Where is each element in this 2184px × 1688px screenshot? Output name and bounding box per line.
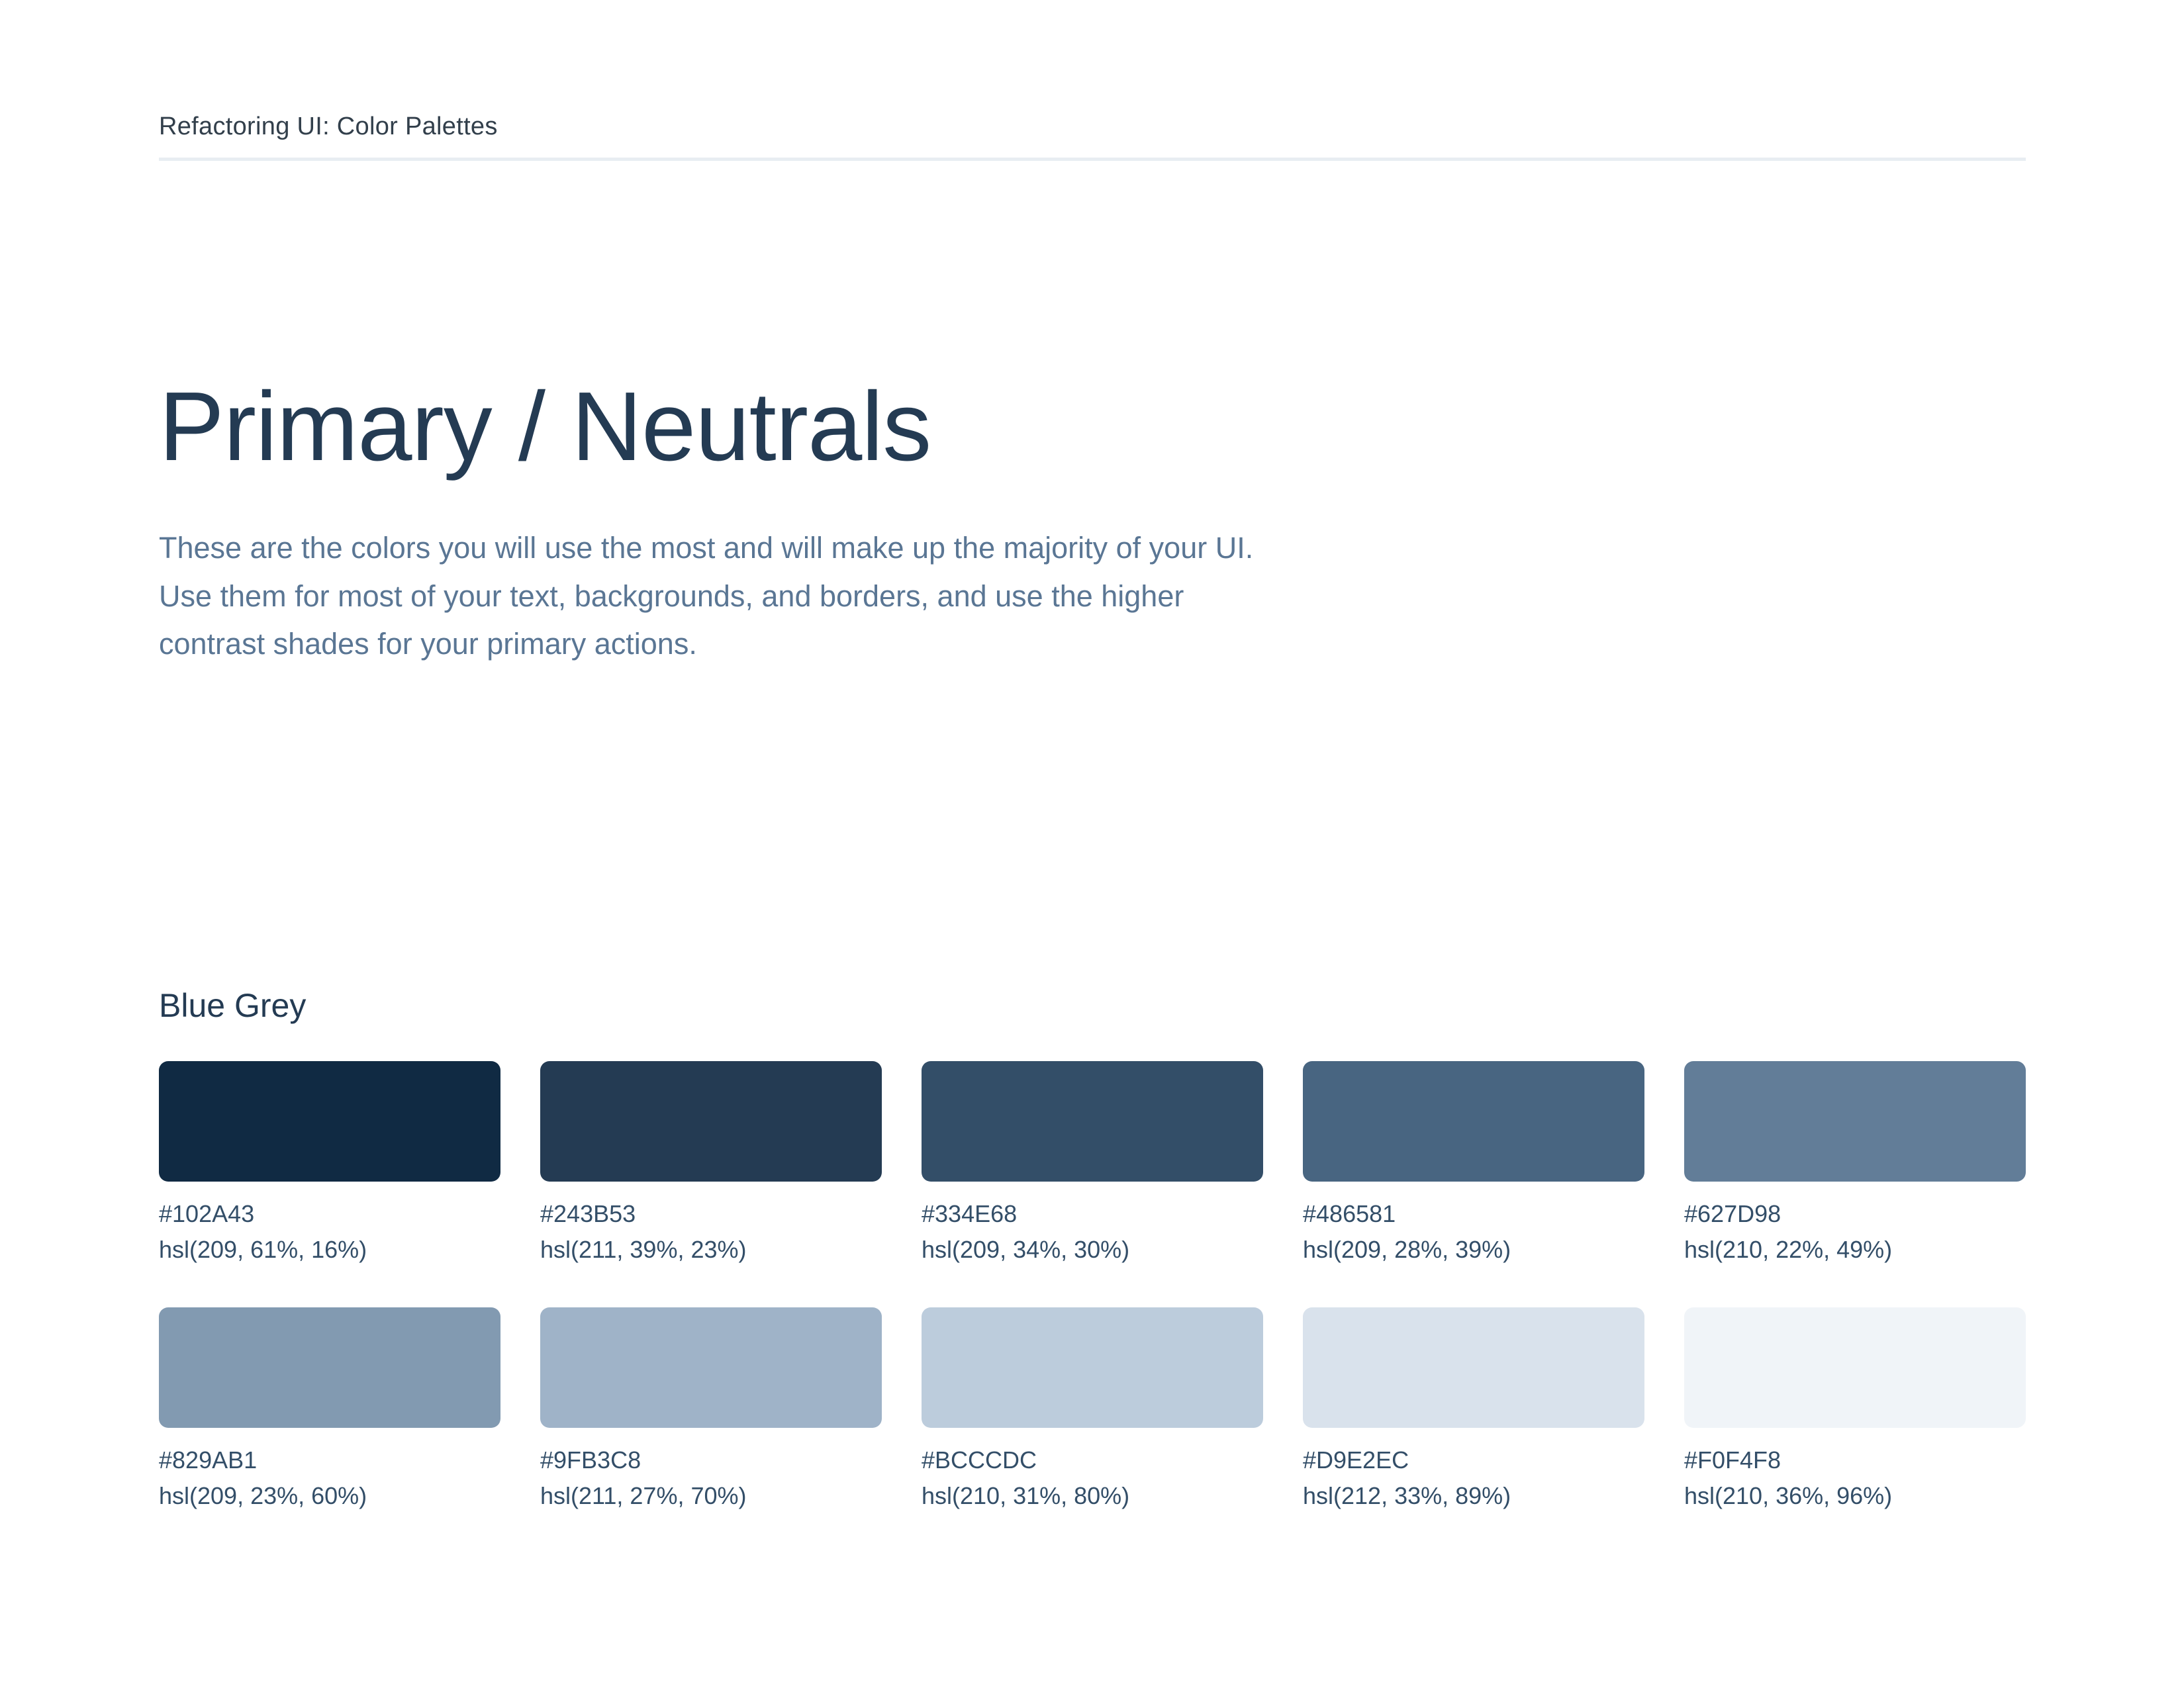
color-swatch [540, 1307, 882, 1428]
swatch-card: #486581 hsl(209, 28%, 39%) [1303, 1061, 1644, 1268]
swatch-hex-label: #486581 [1303, 1200, 1396, 1227]
swatch-card: #243B53 hsl(211, 39%, 23%) [540, 1061, 882, 1268]
swatch-hex-label: #334E68 [922, 1200, 1018, 1227]
swatch-hex-label: #627D98 [1684, 1200, 1781, 1227]
page-description: These are the colors you will use the mo… [159, 531, 1254, 661]
swatch-labels: #334E68 hsl(209, 34%, 30%) [922, 1196, 1263, 1268]
swatch-card: #102A43 hsl(209, 61%, 16%) [159, 1061, 500, 1268]
swatch-hsl-label: hsl(210, 22%, 49%) [1684, 1236, 1893, 1263]
swatch-grid: #102A43 hsl(209, 61%, 16%) #243B53 hsl(211,… [159, 1061, 2026, 1514]
swatch-labels: #9FB3C8 hsl(211, 27%, 70%) [540, 1442, 882, 1514]
swatch-card: #9FB3C8 hsl(211, 27%, 70%) [540, 1307, 882, 1514]
document-header: Refactoring UI: Color Palettes [159, 113, 498, 140]
swatch-hsl-label: hsl(209, 61%, 16%) [159, 1236, 367, 1263]
swatch-labels: #D9E2EC hsl(212, 33%, 89%) [1303, 1442, 1644, 1514]
swatch-labels: #627D98 hsl(210, 22%, 49%) [1684, 1196, 2026, 1268]
swatch-hsl-label: hsl(209, 28%, 39%) [1303, 1236, 1511, 1263]
color-swatch [1303, 1307, 1644, 1428]
swatch-labels: #F0F4F8 hsl(210, 36%, 96%) [1684, 1442, 2026, 1514]
swatch-hex-label: #243B53 [540, 1200, 636, 1227]
color-swatch [159, 1061, 500, 1182]
color-swatch [922, 1307, 1263, 1428]
palette-group-title: Blue Grey [159, 987, 307, 1024]
swatch-hsl-label: hsl(212, 33%, 89%) [1303, 1482, 1511, 1509]
swatch-hsl-label: hsl(211, 39%, 23%) [540, 1236, 747, 1263]
swatch-labels: #829AB1 hsl(209, 23%, 60%) [159, 1442, 500, 1514]
color-swatch [1303, 1061, 1644, 1182]
swatch-labels: #486581 hsl(209, 28%, 39%) [1303, 1196, 1644, 1268]
page-title: Primary / Neutrals [159, 372, 931, 481]
swatch-card: #BCCCDC hsl(210, 31%, 80%) [922, 1307, 1263, 1514]
swatch-labels: #243B53 hsl(211, 39%, 23%) [540, 1196, 882, 1268]
color-swatch [1684, 1307, 2026, 1428]
swatch-card: #F0F4F8 hsl(210, 36%, 96%) [1684, 1307, 2026, 1514]
swatch-card: #829AB1 hsl(209, 23%, 60%) [159, 1307, 500, 1514]
swatch-labels: #102A43 hsl(209, 61%, 16%) [159, 1196, 500, 1268]
swatch-hsl-label: hsl(210, 31%, 80%) [922, 1482, 1130, 1509]
swatch-card: #627D98 hsl(210, 22%, 49%) [1684, 1061, 2026, 1268]
swatch-hsl-label: hsl(211, 27%, 70%) [540, 1482, 747, 1509]
color-swatch [1684, 1061, 2026, 1182]
swatch-hex-label: #829AB1 [159, 1446, 258, 1474]
swatch-hsl-label: hsl(209, 34%, 30%) [922, 1236, 1130, 1263]
swatch-hex-label: #F0F4F8 [1684, 1446, 1781, 1474]
color-swatch [159, 1307, 500, 1428]
swatch-hex-label: #D9E2EC [1303, 1446, 1409, 1474]
swatch-card: #D9E2EC hsl(212, 33%, 89%) [1303, 1307, 1644, 1514]
swatch-card: #334E68 hsl(209, 34%, 30%) [922, 1061, 1263, 1268]
swatch-hsl-label: hsl(210, 36%, 96%) [1684, 1482, 1893, 1509]
header-divider [159, 158, 2026, 161]
color-swatch [540, 1061, 882, 1182]
swatch-hex-label: #102A43 [159, 1200, 255, 1227]
swatch-hex-label: #9FB3C8 [540, 1446, 641, 1474]
swatch-hex-label: #BCCCDC [922, 1446, 1037, 1474]
swatch-labels: #BCCCDC hsl(210, 31%, 80%) [922, 1442, 1263, 1514]
swatch-hsl-label: hsl(209, 23%, 60%) [159, 1482, 367, 1509]
color-swatch [922, 1061, 1263, 1182]
